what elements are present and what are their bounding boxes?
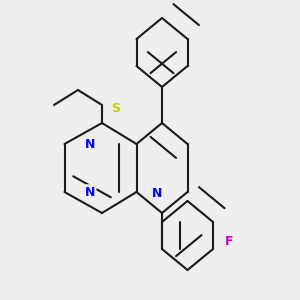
Text: F: F xyxy=(225,235,234,248)
Text: N: N xyxy=(85,137,95,151)
Text: S: S xyxy=(111,101,120,115)
Text: N: N xyxy=(152,187,163,200)
Text: N: N xyxy=(85,185,95,199)
